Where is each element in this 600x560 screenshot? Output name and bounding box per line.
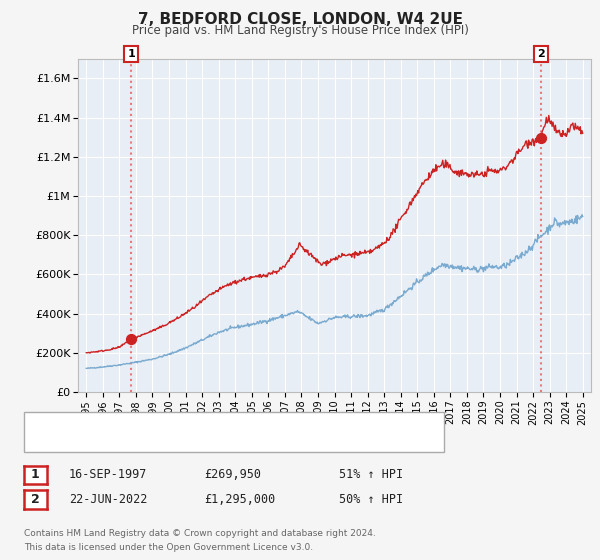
Text: ————: ———— (30, 436, 74, 446)
Text: HPI: Average price, detached house, Hounslow: HPI: Average price, detached house, Houn… (75, 436, 319, 446)
Point (127, 335, 136, 344)
Text: Price paid vs. HM Land Registry's House Price Index (HPI): Price paid vs. HM Land Registry's House … (131, 24, 469, 36)
Text: 2: 2 (31, 493, 40, 506)
Text: Contains HM Land Registry data © Crown copyright and database right 2024.: Contains HM Land Registry data © Crown c… (24, 529, 376, 538)
Text: 50% ↑ HPI: 50% ↑ HPI (339, 493, 403, 506)
Text: £269,950: £269,950 (204, 468, 261, 482)
Text: 1: 1 (31, 468, 40, 482)
Text: £1,295,000: £1,295,000 (204, 493, 275, 506)
Text: 1: 1 (127, 49, 135, 59)
Text: 7, BEDFORD CLOSE, LONDON, W4 2UE: 7, BEDFORD CLOSE, LONDON, W4 2UE (137, 12, 463, 27)
Text: 16-SEP-1997: 16-SEP-1997 (69, 468, 148, 482)
Text: ————: ———— (30, 418, 74, 428)
Text: 22-JUN-2022: 22-JUN-2022 (69, 493, 148, 506)
Text: This data is licensed under the Open Government Licence v3.0.: This data is licensed under the Open Gov… (24, 543, 313, 552)
Text: 7, BEDFORD CLOSE, LONDON, W4 2UE (detached house): 7, BEDFORD CLOSE, LONDON, W4 2UE (detach… (75, 418, 371, 428)
Point (536, 134, 545, 143)
Text: 2: 2 (537, 49, 545, 59)
Text: 51% ↑ HPI: 51% ↑ HPI (339, 468, 403, 482)
